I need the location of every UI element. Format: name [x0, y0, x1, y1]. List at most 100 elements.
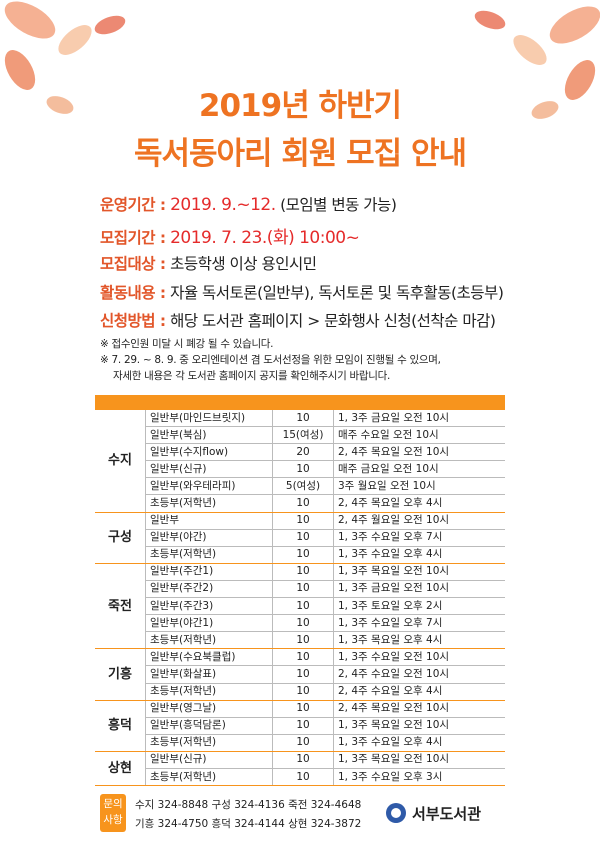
- group-name: 상현: [95, 751, 146, 787]
- table-row: 흥덕 일반부(영그날) 10 2, 4주 목요일 오전 10시: [95, 700, 505, 752]
- table-row: 수지 일반부(마인드브릿지) 10 1, 3주 금요일 오전 10시: [95, 410, 505, 513]
- contact-line: 수지 324-8848 구성 324-4136 죽전 324-4648: [135, 799, 362, 811]
- class-name: 일반부(북심): [145, 426, 273, 445]
- schedule: 1, 3주 수요일 오후 4시: [333, 734, 505, 752]
- capacity: 10: [272, 717, 334, 735]
- schedule: 1, 3주 수요일 오후 7시: [333, 529, 505, 547]
- schedule: 1, 3주 목요일 오후 4시: [333, 631, 505, 650]
- schedule: 2, 4주 수요일 오전 10시: [333, 665, 505, 684]
- schedule: 1, 3주 목요일 오전 10시: [333, 751, 505, 769]
- info-row: 신청방법 : 해당 도서관 홈페이지 > 문화행사 신청(선착순 마감): [100, 309, 496, 331]
- info-row: 모집대상 : 초등학생 이상 용인시민: [100, 252, 317, 274]
- capacity: 20: [272, 443, 334, 462]
- table-row: 일반부(야간) 10 1, 3주 수요일 오후 7시: [95, 529, 505, 547]
- class-name: 일반부(신규): [145, 460, 273, 479]
- group-name: 흥덕: [95, 700, 146, 752]
- table-row: 상현 일반부(신규) 10 1, 3주 목요일 오전 10시: [95, 751, 505, 787]
- info-extra: (모임별 변동 가능): [280, 196, 397, 214]
- class-name: 초등부(저학년): [145, 494, 273, 513]
- class-name: 일반부(와우테라피): [145, 477, 273, 496]
- class-name: 일반부(흥덕담론): [145, 717, 273, 735]
- table-row: 일반부(화살표) 10 2, 4주 수요일 오전 10시: [95, 665, 505, 684]
- table-row: 초등부(저학년) 10 1, 3주 수요일 오후 4시: [95, 734, 505, 752]
- class-name: 초등부(저학년): [145, 546, 273, 564]
- info-value: 2019. 7. 23.(화) 10:00~: [170, 228, 360, 248]
- class-name: 일반부(주간3): [145, 597, 273, 616]
- class-name: 일반부(화살표): [145, 665, 273, 684]
- capacity: 10: [272, 546, 334, 564]
- group-name: 구성: [95, 512, 146, 564]
- note: 자세한 내용은 각 도서관 홈페이지 공지를 확인해주시기 바랍니다.: [113, 370, 391, 382]
- capacity: 10: [272, 529, 334, 547]
- table-row: 기흥 일반부(수요북클럽) 10 1, 3주 수요일 오전 10시: [95, 648, 505, 701]
- table-row: 죽전 일반부(주간1) 10 1, 3주 목요일 오전 10시: [95, 563, 505, 650]
- table-row: 초등부(저학년) 10 1, 3주 수요일 오후 4시: [95, 546, 505, 564]
- note: ※ 7. 29. ~ 8. 9. 중 오리엔테이션 겸 도서선정을 위한 모임이…: [100, 354, 441, 366]
- class-name: 일반부(신규): [145, 751, 273, 769]
- logo-icon: [386, 803, 406, 823]
- schedule: 1, 3주 수요일 오후 4시: [333, 546, 505, 564]
- schedule: 2, 4주 월요일 오전 10시: [333, 512, 505, 530]
- capacity: 10: [272, 631, 334, 650]
- info-row: 활동내용 : 자율 독서토론(일반부), 독서토론 및 독후활동(초등부): [100, 281, 504, 303]
- capacity: 10: [272, 665, 334, 684]
- capacity: 10: [272, 494, 334, 513]
- capacity: 10: [272, 751, 334, 769]
- table-row: 일반부(수지flow) 20 2, 4주 목요일 오전 10시: [95, 443, 505, 462]
- table-row: 구성 일반부 10 2, 4주 월요일 오전 10시: [95, 512, 505, 564]
- class-name: 일반부: [145, 512, 273, 530]
- note: ※ 접수인원 미달 시 폐강 될 수 있습니다.: [100, 338, 274, 350]
- class-name: 일반부(수지flow): [145, 443, 273, 462]
- class-name: 초등부(저학년): [145, 734, 273, 752]
- group-name: 기흥: [95, 648, 146, 701]
- group-name: 수지: [95, 410, 146, 513]
- info-value: 자율 독서토론(일반부), 독서토론 및 독후활동(초등부): [170, 284, 504, 302]
- table-row: 일반부(주간2) 10 1, 3주 금요일 오전 10시: [95, 580, 505, 599]
- schedule: 매주 금요일 오전 10시: [333, 460, 505, 479]
- class-name: 초등부(저학년): [145, 631, 273, 650]
- schedule: 2, 4주 목요일 오후 4시: [333, 494, 505, 513]
- info-value: 해당 도서관 홈페이지 > 문화행사 신청(선착순 마감): [170, 312, 496, 330]
- info-label: 운영기간 :: [100, 196, 166, 214]
- schedule: 1, 3주 목요일 오전 10시: [333, 563, 505, 581]
- class-name: 일반부(수요북클럽): [145, 648, 273, 667]
- schedule: 1, 3주 목요일 오전 10시: [333, 717, 505, 735]
- table-row: 초등부(저학년) 10 1, 3주 목요일 오후 4시: [95, 631, 505, 650]
- info-row: 모집기간 : 2019. 7. 23.(화) 10:00~: [100, 223, 360, 248]
- table-header: [95, 395, 505, 410]
- info-value: 초등학생 이상 용인시민: [170, 255, 317, 273]
- schedule: 2, 4주 목요일 오전 10시: [333, 443, 505, 462]
- schedule: 매주 수요일 오전 10시: [333, 426, 505, 445]
- class-name: 초등부(저학년): [145, 768, 273, 787]
- table-row: 일반부(와우테라피) 5(여성) 3주 월요일 오전 10시: [95, 477, 505, 496]
- schedule-table: 수지 일반부(마인드브릿지) 10 1, 3주 금요일 오전 10시 일반부(북심) 15…: [95, 395, 505, 787]
- contact-label: 문의 사항: [100, 794, 126, 832]
- info-label: 모집대상 :: [100, 255, 166, 273]
- table-row: 일반부(흥덕담론) 10 1, 3주 목요일 오전 10시: [95, 717, 505, 735]
- schedule: 2, 4주 목요일 오전 10시: [333, 700, 505, 718]
- schedule: 1, 3주 금요일 오전 10시: [333, 580, 505, 599]
- class-name: 일반부(주간1): [145, 563, 273, 581]
- capacity: 10: [272, 580, 334, 599]
- title-line: 독서동아리 회원 모집 안내: [133, 136, 467, 172]
- contact-line: 기흥 324-4750 흥덕 324-4144 상현 324-3872: [135, 818, 362, 830]
- schedule: 1, 3주 수요일 오후 7시: [333, 614, 505, 633]
- class-name: 초등부(저학년): [145, 683, 273, 701]
- capacity: 10: [272, 768, 334, 787]
- schedule: 3주 월요일 오전 10시: [333, 477, 505, 496]
- table-row: 일반부(북심) 15(여성) 매주 수요일 오전 10시: [95, 426, 505, 445]
- class-name: 일반부(야간): [145, 529, 273, 547]
- table-row: 일반부(신규) 10 매주 금요일 오전 10시: [95, 460, 505, 479]
- capacity: 10: [272, 597, 334, 616]
- info-value: 2019. 9.~12.: [170, 195, 276, 215]
- capacity: 10: [272, 614, 334, 633]
- title-line: 2019년 하반기: [198, 88, 402, 124]
- capacity: 10: [272, 700, 334, 718]
- class-name: 일반부(야간1): [145, 614, 273, 633]
- schedule: 1, 3주 토요일 오후 2시: [333, 597, 505, 616]
- table-row: 초등부(저학년) 10 1, 3주 수요일 오후 3시: [95, 768, 505, 787]
- schedule: 2, 4주 수요일 오후 4시: [333, 683, 505, 701]
- schedule: 1, 3주 수요일 오후 3시: [333, 768, 505, 787]
- capacity: 10: [272, 734, 334, 752]
